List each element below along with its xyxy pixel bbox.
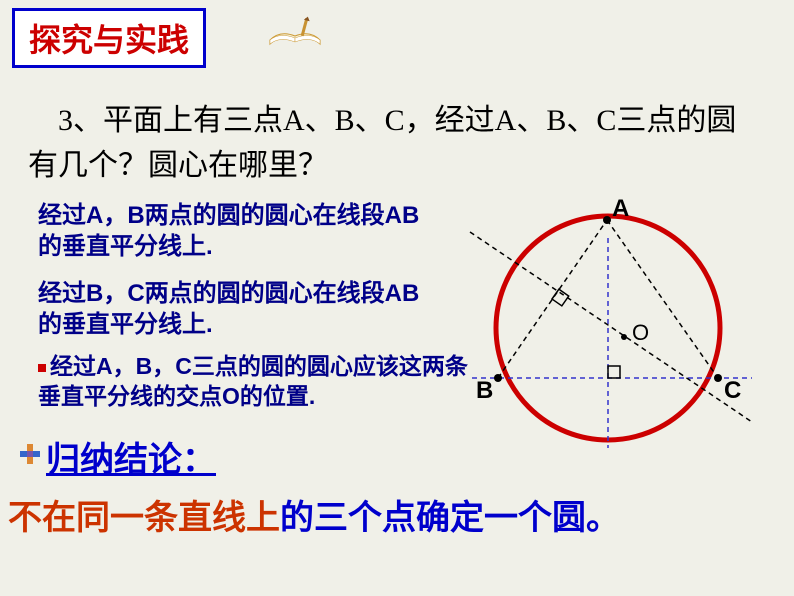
answer-line-2: 经过B，C两点的圆的圆心在线段AB的垂直平分线上. xyxy=(38,278,438,340)
answer-3-text: 经过A，B，C三点的圆的圆心应该这两条垂直平分线的交点O的位置. xyxy=(38,353,468,409)
book-icon xyxy=(265,12,325,52)
header-box: 探究与实践 xyxy=(12,8,206,68)
svg-text:C: C xyxy=(724,377,741,404)
question-text: 3、平面上有三点A、B、C，经过A、B、C三点的圆有几个？圆心在哪里？ xyxy=(28,98,748,188)
svg-text:O: O xyxy=(632,320,649,345)
answer-line-3: 经过A，B，C三点的圆的圆心应该这两条垂直平分线的交点O的位置. xyxy=(38,352,468,412)
plus-icon xyxy=(18,442,42,471)
conclusion-label: 归纳结论： xyxy=(46,442,216,479)
svg-text:B: B xyxy=(476,377,493,404)
conclusion-part2: 的三个点确定一个圆。 xyxy=(280,500,620,537)
geometry-diagram: A B C O xyxy=(452,198,762,458)
bullet-icon xyxy=(38,364,46,372)
conclusion-label-row: 归纳结论： xyxy=(18,432,216,481)
conclusion-part1: 不在同一条直线上 xyxy=(8,500,280,537)
answer-line-1: 经过A，B两点的圆的圆心在线段AB的垂直平分线上. xyxy=(38,200,438,262)
svg-text:A: A xyxy=(612,198,629,222)
conclusion-main: 不在同一条直线上的三个点确定一个圆。 xyxy=(8,490,620,539)
header-title: 探究与实践 xyxy=(29,22,189,58)
